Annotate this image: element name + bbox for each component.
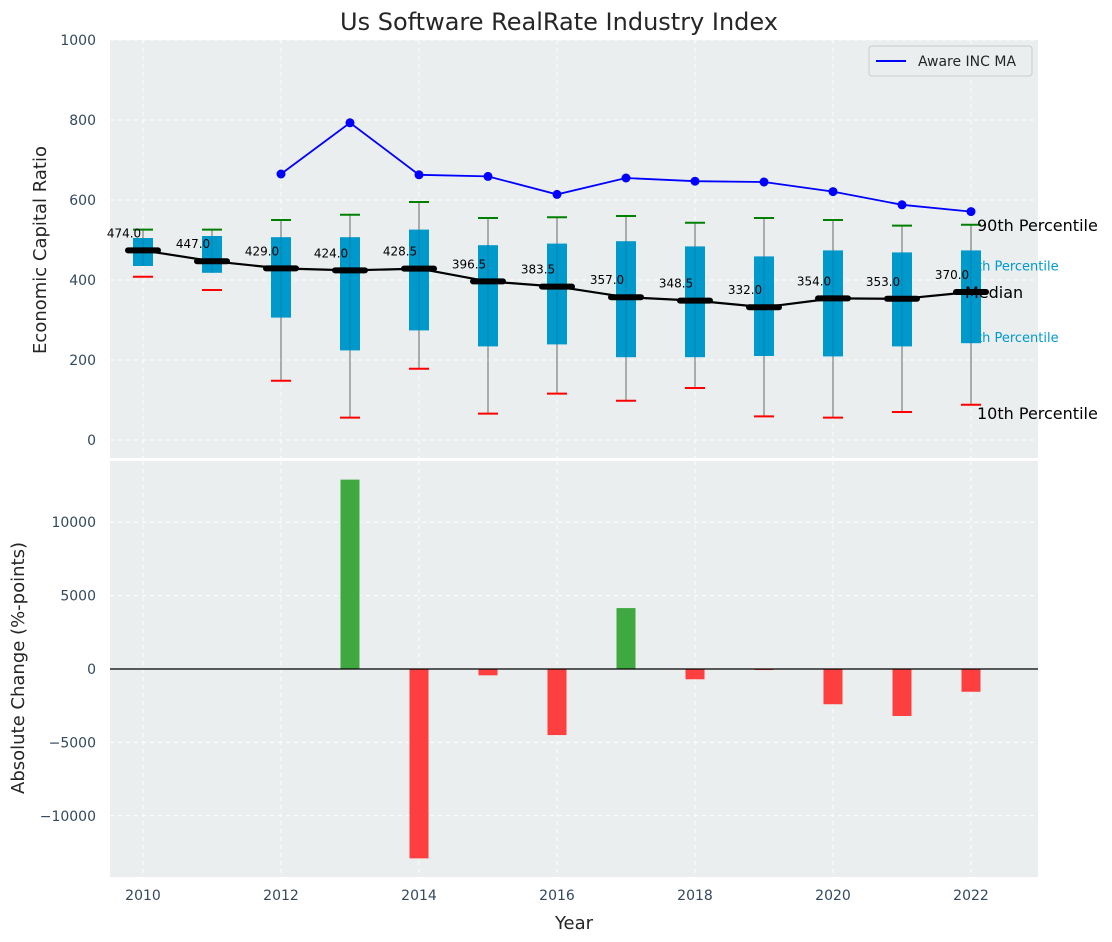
bottom-y-tick-label: 0 bbox=[87, 662, 96, 678]
p75-side-label: th Percentile bbox=[977, 259, 1059, 274]
legend-box bbox=[868, 45, 1033, 77]
top-y-tick-label: 600 bbox=[69, 193, 96, 209]
company-point bbox=[897, 200, 907, 210]
bottom-y-tick-label: −5000 bbox=[49, 735, 96, 751]
legend-label-aware-inc-ma: Aware INC MA bbox=[918, 54, 1016, 70]
top-y-axis-label: Economic Capital Ratio bbox=[30, 146, 51, 354]
change-bar bbox=[961, 669, 981, 692]
x-tick-label: 2012 bbox=[263, 888, 299, 904]
company-point bbox=[552, 189, 562, 199]
p90-side-label: 90th Percentile bbox=[977, 216, 1098, 235]
box-series bbox=[133, 201, 981, 419]
top-y-ticks: 0 200 400 600 800 1000 bbox=[60, 33, 96, 449]
top-y-tick-label: 1000 bbox=[60, 33, 96, 49]
company-point bbox=[966, 207, 976, 217]
median-value-label: 424.0 bbox=[314, 246, 348, 260]
change-bar bbox=[685, 669, 705, 680]
median-value-label: 348.5 bbox=[659, 277, 693, 291]
median-value-label: 357.0 bbox=[590, 273, 624, 287]
bottom-y-axis-label: Absolute Change (%-points) bbox=[8, 542, 29, 794]
median-value-label: 353.0 bbox=[866, 275, 900, 289]
bottom-y-ticks: −10000 −5000 0 5000 10000 bbox=[40, 515, 96, 825]
bottom-x-ticks: 2010 2012 2014 2016 2018 2020 2022 bbox=[125, 888, 989, 904]
change-bars bbox=[340, 479, 981, 859]
change-bar bbox=[547, 669, 567, 736]
median-value-labels: 474.0 447.0 429.0 424.0 428.5 396.5 383.5 357.0… bbox=[107, 226, 969, 297]
top-plot-area bbox=[110, 40, 1038, 458]
median-value-label: 428.5 bbox=[383, 245, 417, 259]
x-tick-label: 2010 bbox=[125, 888, 161, 904]
x-tick-label: 2018 bbox=[677, 888, 713, 904]
median-value-label: 370.0 bbox=[935, 268, 969, 282]
change-bar bbox=[892, 669, 912, 716]
top-y-tick-label: 0 bbox=[87, 433, 96, 449]
change-bar bbox=[478, 669, 498, 676]
change-bar bbox=[409, 669, 429, 859]
change-bar bbox=[340, 479, 360, 669]
legend: Aware INC MA bbox=[868, 45, 1033, 77]
company-point bbox=[414, 170, 424, 180]
company-point bbox=[345, 118, 355, 128]
company-point bbox=[276, 169, 286, 179]
company-point bbox=[759, 177, 769, 187]
bottom-y-tick-label: 10000 bbox=[51, 515, 96, 531]
percentile-side-labels: 90th Percentile th Percentile Median th Per… bbox=[965, 216, 1098, 423]
company-point bbox=[828, 187, 838, 197]
median-value-label: 332.0 bbox=[728, 283, 762, 297]
bottom-y-tick-label: −10000 bbox=[40, 809, 96, 825]
change-bar bbox=[616, 608, 636, 669]
company-point bbox=[690, 176, 700, 186]
company-series bbox=[276, 118, 976, 217]
median-value-label: 354.0 bbox=[797, 274, 831, 288]
p10-side-label: 10th Percentile bbox=[977, 404, 1098, 423]
x-axis-label: Year bbox=[554, 913, 594, 934]
median-value-label: 383.5 bbox=[521, 263, 555, 277]
company-point bbox=[483, 171, 493, 181]
x-tick-label: 2014 bbox=[401, 888, 437, 904]
top-y-tick-label: 400 bbox=[69, 273, 96, 289]
median-series bbox=[125, 247, 989, 311]
x-tick-label: 2016 bbox=[539, 888, 575, 904]
median-value-label: 474.0 bbox=[107, 226, 141, 240]
company-point bbox=[621, 173, 631, 183]
top-y-tick-label: 200 bbox=[69, 353, 96, 369]
chart-title: Us Software RealRate Industry Index bbox=[340, 8, 778, 36]
median-value-label: 429.0 bbox=[245, 244, 279, 258]
x-tick-label: 2022 bbox=[953, 888, 989, 904]
median-value-label: 447.0 bbox=[176, 237, 210, 251]
median-side-label: Median bbox=[965, 283, 1023, 302]
bottom-y-tick-label: 5000 bbox=[60, 589, 96, 605]
change-bar bbox=[823, 669, 843, 705]
x-tick-label: 2020 bbox=[815, 888, 851, 904]
top-y-tick-label: 800 bbox=[69, 113, 96, 129]
median-value-label: 396.5 bbox=[452, 257, 486, 271]
p25-side-label: th Percentile bbox=[977, 331, 1059, 346]
